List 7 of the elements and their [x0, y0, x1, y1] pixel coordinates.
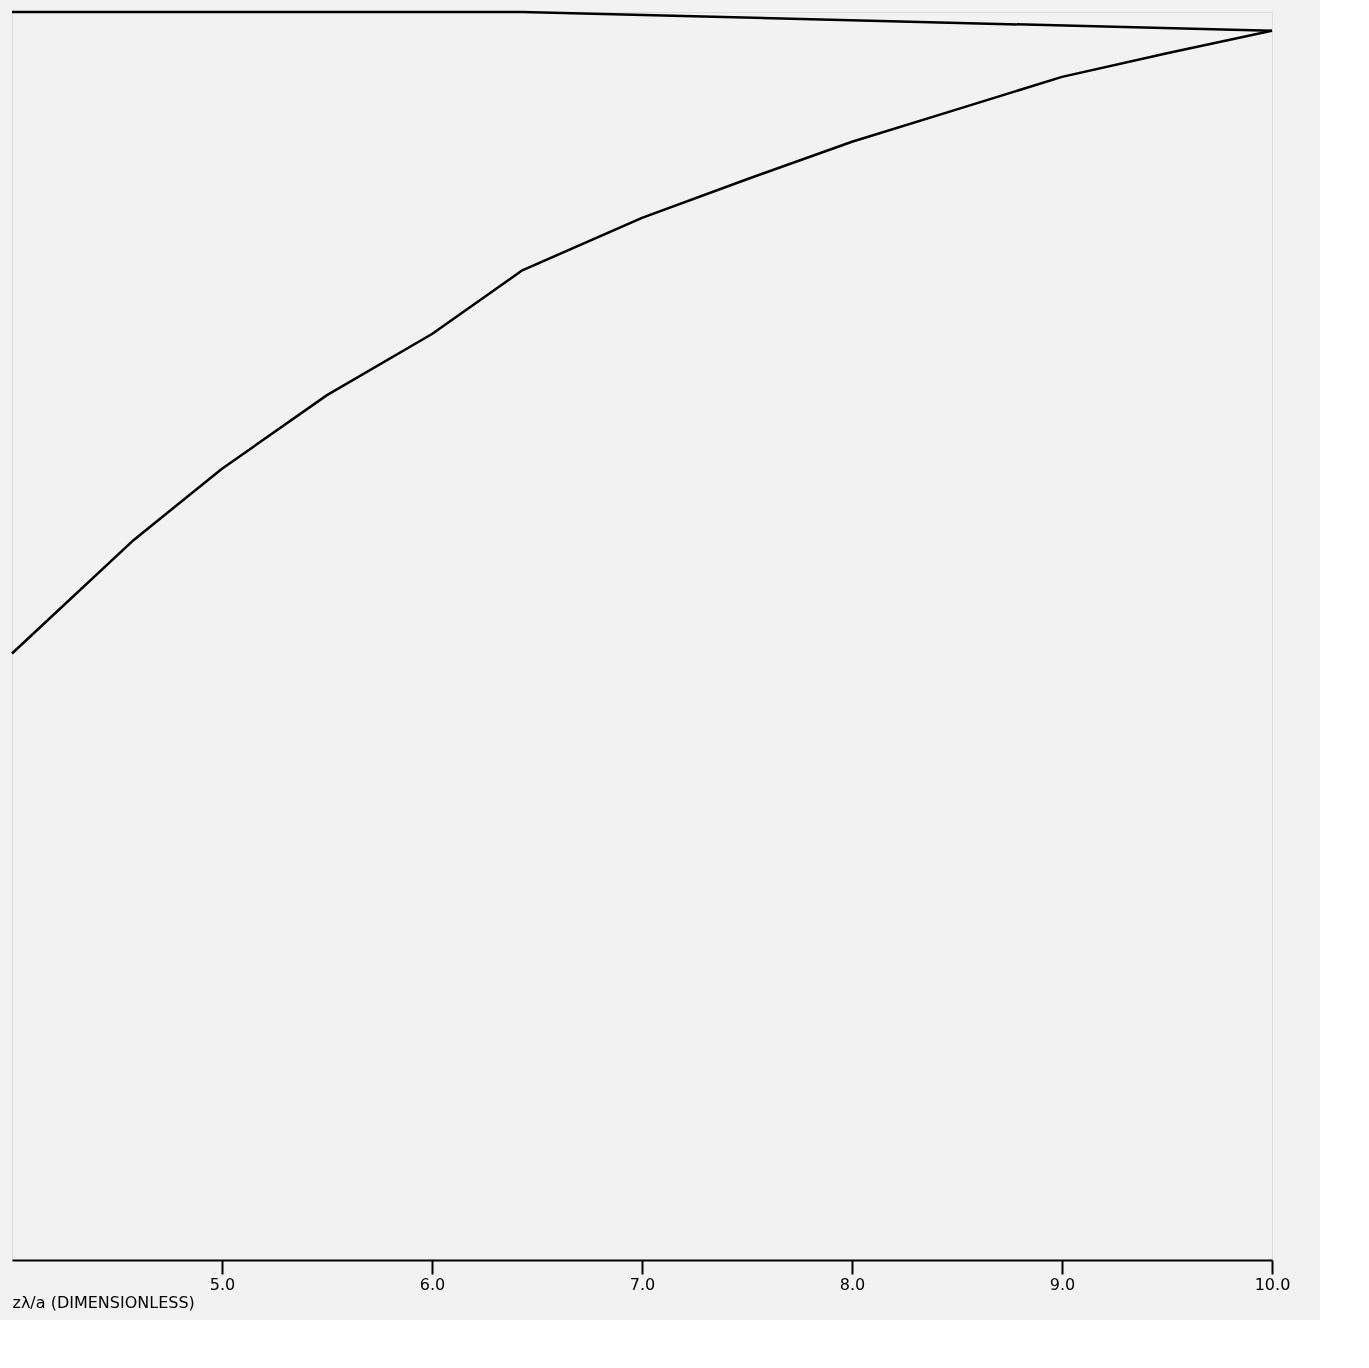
x-tick-label: 8.0: [839, 1274, 866, 1294]
x-tick-label: 10.0: [1254, 1274, 1291, 1294]
x-tick-label: 9.0: [1049, 1274, 1076, 1294]
x-tick-label: 5.0: [209, 1274, 236, 1294]
x-tick-label: 7.0: [629, 1274, 656, 1294]
x-tick-label: 6.0: [419, 1274, 446, 1294]
x-axis-title: zλ/a (DIMENSIONLESS): [12, 1292, 195, 1312]
